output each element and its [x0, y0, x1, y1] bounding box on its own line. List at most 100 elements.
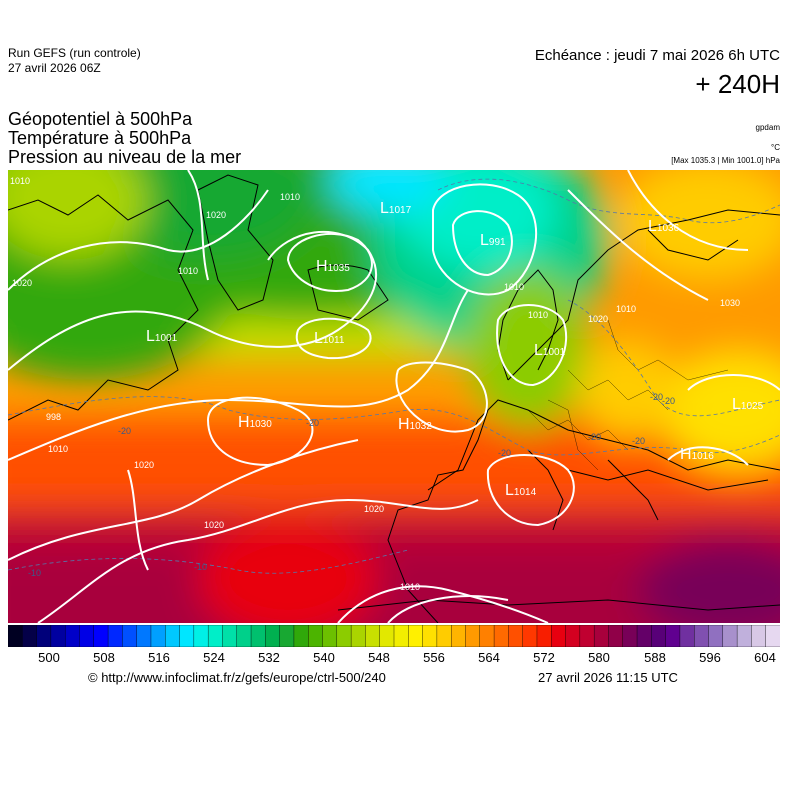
scale-swatch	[193, 625, 209, 647]
scale-swatch	[379, 625, 395, 647]
pressure-center-value: 1017	[388, 205, 412, 216]
scale-swatch	[751, 625, 767, 647]
validity-time: Echéance : jeudi 7 mai 2026 6h UTC	[534, 47, 780, 64]
scale-tick-label: 524	[203, 650, 225, 665]
scale-swatch	[136, 625, 152, 647]
pressure-center-value: 1016	[691, 451, 714, 462]
pressure-center-value: 1025	[740, 401, 764, 412]
pressure-center-value: 1032	[409, 421, 432, 432]
scale-swatch	[536, 625, 552, 647]
scale-swatch	[465, 625, 481, 647]
isobar-label: 1010	[616, 304, 637, 314]
coastlines	[8, 174, 780, 623]
pressure-center-high: H1032	[398, 416, 432, 436]
copyright-url: © http://www.infoclimat.fr/z/gefs/europe…	[88, 670, 386, 685]
isobar-label: 1030	[720, 298, 741, 308]
scale-swatch	[579, 625, 595, 647]
isobar-label: 1010	[280, 192, 301, 202]
scale-swatch	[665, 625, 681, 647]
unit-pressure-range: [Max 1035.3 | Min 1001.0] hPa	[671, 156, 780, 165]
scale-swatch	[722, 625, 738, 647]
scale-tick-label: 564	[478, 650, 500, 665]
scale-tick-label: 556	[423, 650, 445, 665]
pressure-center-value: 1014	[513, 487, 537, 498]
pressure-center-low: L1001	[146, 328, 177, 348]
scale-swatch	[593, 625, 610, 647]
field-temperature: Température à 500hPa	[8, 128, 192, 148]
geopotential-shading	[8, 170, 780, 623]
isobar-label: 1010	[528, 310, 549, 320]
pressure-center-value: 991	[488, 237, 506, 248]
pressure-center-low: L991	[480, 232, 506, 252]
pressure-center-low: L1011	[314, 330, 344, 350]
isobar-label: 1020	[588, 314, 609, 324]
scale-swatch	[122, 625, 138, 647]
lead-time: + 240H	[695, 69, 780, 99]
pressure-center-low: L1036	[648, 218, 679, 238]
scale-tick-label: 516	[148, 650, 170, 665]
scale-swatch	[551, 625, 567, 647]
scale-tick-label: 500	[38, 650, 60, 665]
pressure-center-type: H	[398, 416, 410, 433]
pressure-center-type: H	[316, 258, 328, 275]
isotherm-label: -20	[662, 396, 676, 406]
scale-swatch	[64, 625, 81, 647]
scale-swatch	[36, 625, 52, 647]
pressure-center-low: L1014	[505, 482, 536, 502]
scale-swatch	[436, 625, 452, 647]
scale-swatch	[336, 625, 352, 647]
pressure-center-high: H1035	[316, 258, 350, 278]
scale-tick-label: 532	[258, 650, 280, 665]
scale-swatch	[708, 625, 724, 647]
pressure-center-type: H	[680, 446, 692, 463]
scale-swatch	[293, 625, 309, 647]
isotherm-label: -20	[498, 448, 512, 458]
isobar-label: 1010	[178, 266, 199, 276]
pressure-center-value: 1011	[322, 335, 345, 346]
scale-swatch	[265, 625, 281, 647]
scale-swatch	[236, 625, 252, 647]
pressure-center-value: 1036	[656, 223, 680, 234]
scale-tick-label: 540	[313, 650, 335, 665]
isobar-label: 1020	[206, 210, 227, 220]
scale-swatch	[622, 625, 638, 647]
isotherm-label: -10	[28, 568, 42, 578]
scale-swatch	[250, 625, 267, 647]
scale-tick-label: 508	[93, 650, 115, 665]
scale-swatch	[79, 625, 95, 647]
field-mslp: Pression au niveau de la mer	[8, 147, 242, 167]
scale-tick-label: 588	[644, 650, 666, 665]
isotherm-label: -20	[118, 426, 132, 436]
scale-swatch	[179, 625, 195, 647]
isobar-label: 998	[46, 412, 62, 422]
scale-swatch	[565, 625, 581, 647]
isotherm-label: -20	[632, 436, 646, 446]
pressure-center-type: L	[314, 330, 323, 347]
scale-swatch	[651, 625, 667, 647]
isotherm-label: -20	[306, 418, 320, 428]
isotherm-label: -10	[194, 562, 208, 572]
pressure-center-low: L1001	[534, 342, 565, 362]
scale-swatch	[522, 625, 538, 647]
scale-swatch	[479, 625, 495, 647]
scale-swatch	[393, 625, 410, 647]
weather-map: H1035 L1017 L991 L1036 L1001 L1011 L1001 H1030 H…	[8, 170, 780, 623]
isobars	[8, 170, 780, 623]
pressure-center-type: L	[732, 396, 741, 413]
scale-tick-label: 572	[533, 650, 555, 665]
pressure-center-type: H	[238, 414, 250, 431]
scale-swatch	[50, 625, 66, 647]
scale-tick-label: 596	[699, 650, 721, 665]
scale-tick-label: 604	[754, 650, 776, 665]
isobar-label: 1020	[204, 520, 225, 530]
pressure-center-type: L	[534, 342, 543, 359]
scale-swatch	[365, 625, 381, 647]
scale-swatch	[508, 625, 524, 647]
run-title: Run GEFS (run controle)	[8, 46, 141, 60]
borders	[527, 319, 729, 471]
scale-swatch	[222, 625, 238, 647]
isotherm-label: -20	[650, 392, 664, 402]
pressure-center-type: L	[648, 218, 657, 235]
isobar-label: 1020	[12, 278, 33, 288]
isobar-label: 1010	[504, 282, 525, 292]
